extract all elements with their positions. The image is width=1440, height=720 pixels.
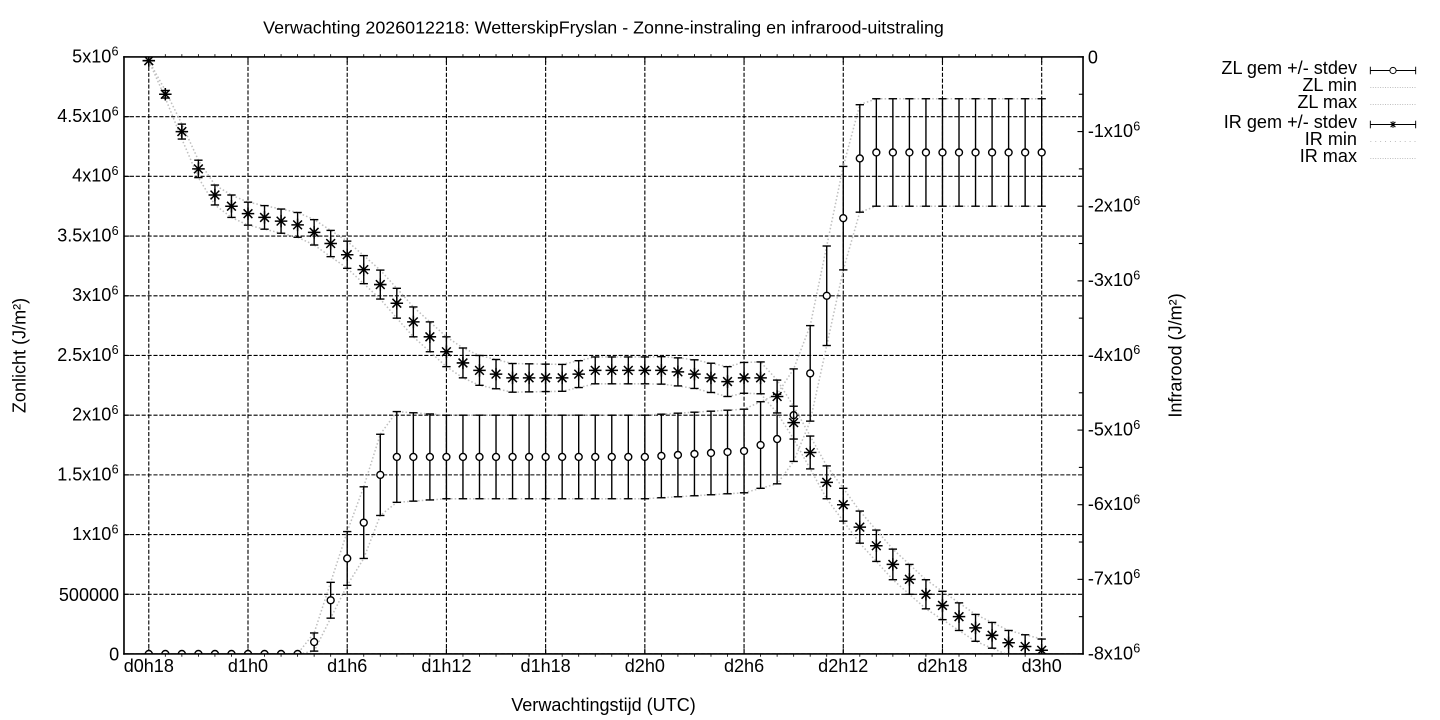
svg-text:- 1 x: - 1 x 1 0 6 (1088, 117, 1140, 142)
svg-text:1 . 5: 1 . 5 x 1 0 6 (57, 460, 118, 485)
svg-text:- 4 x: - 4 x 1 0 6 (1088, 341, 1140, 366)
svg-text:0: 0 (1088, 47, 1098, 67)
svg-text:2 x 1: 2 x 1 0 6 (72, 401, 118, 426)
svg-text:d1h6: d1h6 (327, 656, 367, 676)
svg-text:Zonlicht (J/m²): Zonlicht (J/m²) (10, 298, 30, 413)
svg-text:d2h18: d2h18 (917, 656, 967, 676)
svg-text:500000: 500000 (59, 585, 119, 605)
svg-text:- 2 x: - 2 x 1 0 6 (1088, 192, 1140, 217)
svg-text:5 x 1: 5 x 1 0 6 (72, 42, 118, 67)
svg-text:3 x 1: 3 x 1 0 6 (72, 281, 118, 306)
svg-text:- 6 x: - 6 x 1 0 6 (1088, 490, 1140, 515)
svg-text:d1h18: d1h18 (521, 656, 571, 676)
svg-text:d3h0: d3h0 (1022, 656, 1062, 676)
svg-text:Verwachtingstijd (UTC): Verwachtingstijd (UTC) (511, 695, 696, 715)
svg-text:0: 0 (109, 645, 119, 665)
svg-text:d2h6: d2h6 (724, 656, 764, 676)
svg-text:3 . 5: 3 . 5 x 1 0 6 (57, 221, 118, 246)
svg-text:Verwachting 2026012218: Wetter: Verwachting 2026012218: WetterskipFrysla… (263, 17, 944, 37)
svg-text:- 7 x: - 7 x 1 0 6 (1088, 565, 1140, 590)
svg-text:d2h0: d2h0 (625, 656, 665, 676)
svg-text:4 . 5: 4 . 5 x 1 0 6 (57, 102, 118, 127)
svg-text:- 3 x: - 3 x 1 0 6 (1088, 266, 1140, 291)
svg-text:2 . 5: 2 . 5 x 1 0 6 (57, 341, 118, 366)
svg-text:1 x 1: 1 x 1 0 6 (72, 520, 118, 545)
svg-text:4 x 1: 4 x 1 0 6 (72, 162, 118, 187)
svg-text:d2h12: d2h12 (818, 656, 868, 676)
svg-text:d0h18: d0h18 (124, 656, 174, 676)
svg-text:Infrarood (J/m²): Infrarood (J/m²) (1166, 293, 1186, 417)
svg-text:d1h0: d1h0 (228, 656, 268, 676)
svg-text:- 5 x: - 5 x 1 0 6 (1088, 415, 1140, 440)
svg-text:- 8 x: - 8 x 1 0 6 (1088, 639, 1140, 664)
svg-text:d1h12: d1h12 (421, 656, 471, 676)
